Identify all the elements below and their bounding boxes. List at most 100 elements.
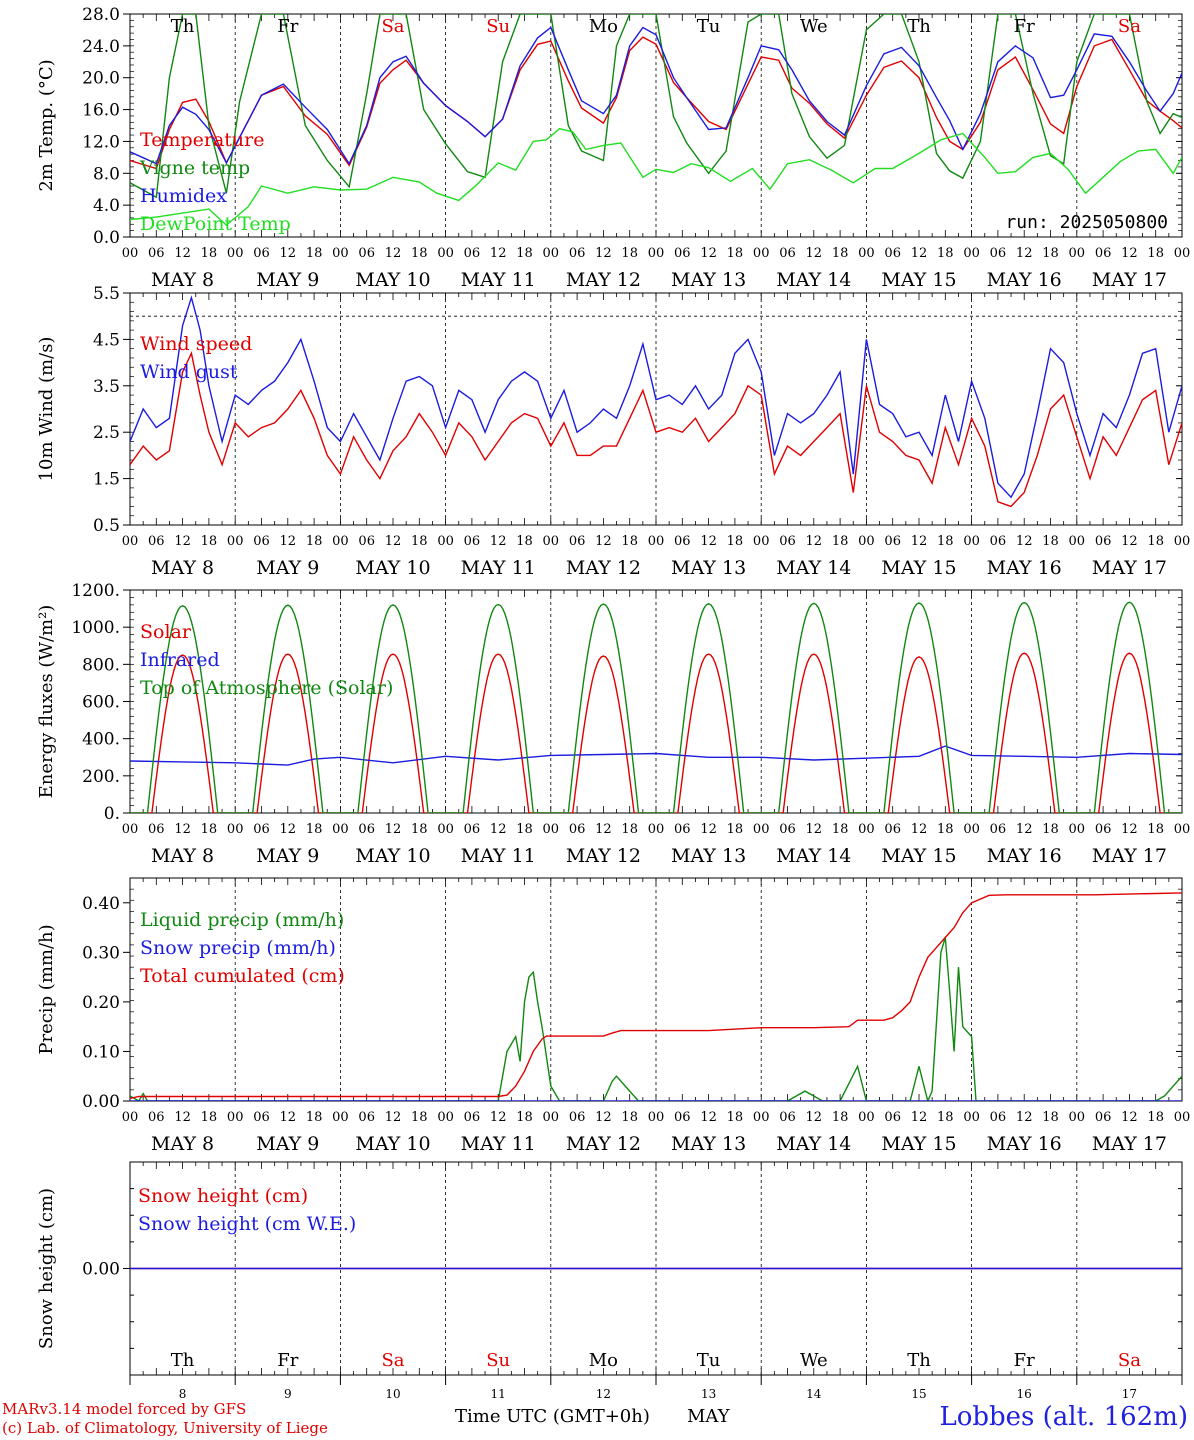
hour-tick-label: 06	[569, 246, 586, 261]
hour-tick-label: 00	[858, 822, 875, 837]
footer-credits: MARv3.14 model forced by GFS (c) Lab. of…	[2, 1400, 328, 1438]
hour-tick-label: 12	[490, 534, 507, 549]
hour-tick-label: 18	[411, 822, 428, 837]
panel-precip: 0.00 0.10 0.20 0.30 0.40 Precip (mm/h) Liquid …	[36, 877, 1191, 1155]
hour-tick-label: 12	[595, 1110, 612, 1125]
hour-tick-label: 18	[727, 822, 744, 837]
hour-tick-label: 06	[148, 534, 165, 549]
legend-entry: Total cumulated (cm)	[140, 965, 345, 987]
hour-tick-label: 12	[911, 246, 928, 261]
y-tick-label: 800.	[82, 655, 120, 675]
hour-tick-label: 12	[806, 534, 823, 549]
hour-tick-label: 00	[122, 1110, 139, 1125]
hour-tick-label: 00	[332, 534, 349, 549]
hour-tick-label: 18	[306, 534, 323, 549]
legend-entry: Wind speed	[140, 333, 252, 355]
hour-tick-label: 06	[990, 1110, 1007, 1125]
day-date-label: MAY 8	[151, 269, 214, 291]
y-tick-label: 0.00	[82, 1092, 120, 1112]
y-tick-label: 400.	[82, 730, 120, 750]
day-name-bottom: Fr	[1014, 1350, 1035, 1371]
hour-tick-label: 06	[1095, 534, 1112, 549]
y-tick-label: 3.5	[93, 377, 120, 397]
y-tick-label: 1.5	[93, 470, 120, 490]
y-tick-label: 24.0	[82, 37, 120, 57]
day-date-label: MAY 14	[776, 845, 851, 867]
hour-tick-label: 18	[621, 246, 638, 261]
day-number: 8	[179, 1387, 187, 1401]
hour-tick-label: 00	[753, 822, 770, 837]
hour-tick-label: 12	[700, 534, 717, 549]
hour-tick-label: 18	[832, 822, 849, 837]
y-tick-label: 8.0	[93, 164, 120, 184]
hour-tick-label: 12	[280, 534, 297, 549]
day-name-top: Tu	[697, 16, 721, 37]
series-line-vigne-temp	[130, 14, 1182, 199]
hour-tick-label: 18	[516, 534, 533, 549]
hour-tick-label: 00	[332, 822, 349, 837]
hour-tick-label: 00	[1069, 534, 1086, 549]
hour-tick-label: 18	[1147, 822, 1164, 837]
hour-tick-label: 06	[1095, 822, 1112, 837]
day-date-label: MAY 9	[256, 845, 319, 867]
day-name-bottom: Mo	[589, 1350, 618, 1371]
hour-tick-label: 18	[621, 822, 638, 837]
day-date-label: MAY 9	[256, 557, 319, 579]
hour-tick-label: 12	[174, 1110, 191, 1125]
day-name-top: Mo	[589, 16, 618, 37]
hour-tick-label: 12	[174, 246, 191, 261]
y-tick-label: 4.5	[93, 330, 120, 350]
day-date-label: MAY 14	[776, 1133, 851, 1155]
series-line-infrared	[130, 745, 1182, 766]
hour-tick-label: 12	[911, 822, 928, 837]
hour-tick-label: 06	[148, 246, 165, 261]
day-date-label: MAY 15	[881, 845, 956, 867]
day-number: 9	[284, 1387, 292, 1401]
hour-tick-label: 12	[595, 246, 612, 261]
hour-tick-label: 00	[227, 534, 244, 549]
x-axis-title: Time UTC (GMT+0h)	[455, 1406, 650, 1427]
hour-tick-label: 18	[937, 822, 954, 837]
hour-tick-label: 12	[385, 246, 402, 261]
hour-tick-label: 18	[937, 1110, 954, 1125]
hour-tick-label: 06	[253, 534, 270, 549]
hour-tick-label: 00	[648, 534, 665, 549]
hour-tick-label: 06	[884, 534, 901, 549]
y-axis-title: Snow height (cm)	[36, 1188, 57, 1349]
hour-tick-label: 00	[963, 822, 980, 837]
y-tick-label: 600.	[82, 693, 120, 713]
day-date-label: MAY 13	[671, 557, 746, 579]
day-number: 15	[911, 1387, 926, 1401]
hour-tick-label: 12	[595, 822, 612, 837]
hour-tick-label: 00	[1174, 822, 1191, 837]
hour-tick-label: 06	[884, 246, 901, 261]
hour-tick-label: 12	[700, 246, 717, 261]
day-name-bottom: Sa	[381, 1350, 404, 1371]
series-line-humidex	[130, 26, 1182, 166]
hour-tick-label: 12	[280, 1110, 297, 1125]
hour-tick-label: 00	[543, 822, 560, 837]
hour-tick-label: 18	[516, 1110, 533, 1125]
hour-tick-label: 06	[148, 822, 165, 837]
hour-tick-label: 12	[1121, 534, 1138, 549]
hour-tick-label: 00	[1174, 1110, 1191, 1125]
day-number: 10	[385, 1387, 400, 1401]
day-name-bottom: We	[800, 1350, 828, 1371]
hour-tick-label: 12	[1016, 246, 1033, 261]
hour-tick-label: 00	[1069, 822, 1086, 837]
hour-tick-label: 18	[201, 822, 218, 837]
hour-tick-label: 18	[306, 1110, 323, 1125]
y-tick-label: 0.5	[93, 516, 120, 536]
hour-tick-label: 06	[464, 1110, 481, 1125]
hour-tick-label: 00	[963, 534, 980, 549]
hour-tick-label: 18	[727, 534, 744, 549]
series-group	[130, 601, 1182, 813]
legend-entry: Liquid precip (mm/h)	[140, 909, 344, 931]
hour-tick-label: 12	[700, 822, 717, 837]
day-date-label: MAY 12	[566, 1133, 641, 1155]
panel-wind: 0.5 1.5 2.5 3.5 4.5 5.5 10m Wind (m/s) Wind spe…	[36, 284, 1190, 579]
y-tick-label: 200.	[82, 767, 120, 787]
hour-tick-label: 18	[306, 822, 323, 837]
day-name-top: Fr	[1014, 16, 1035, 37]
y-tick-label: 1000.	[71, 618, 120, 638]
